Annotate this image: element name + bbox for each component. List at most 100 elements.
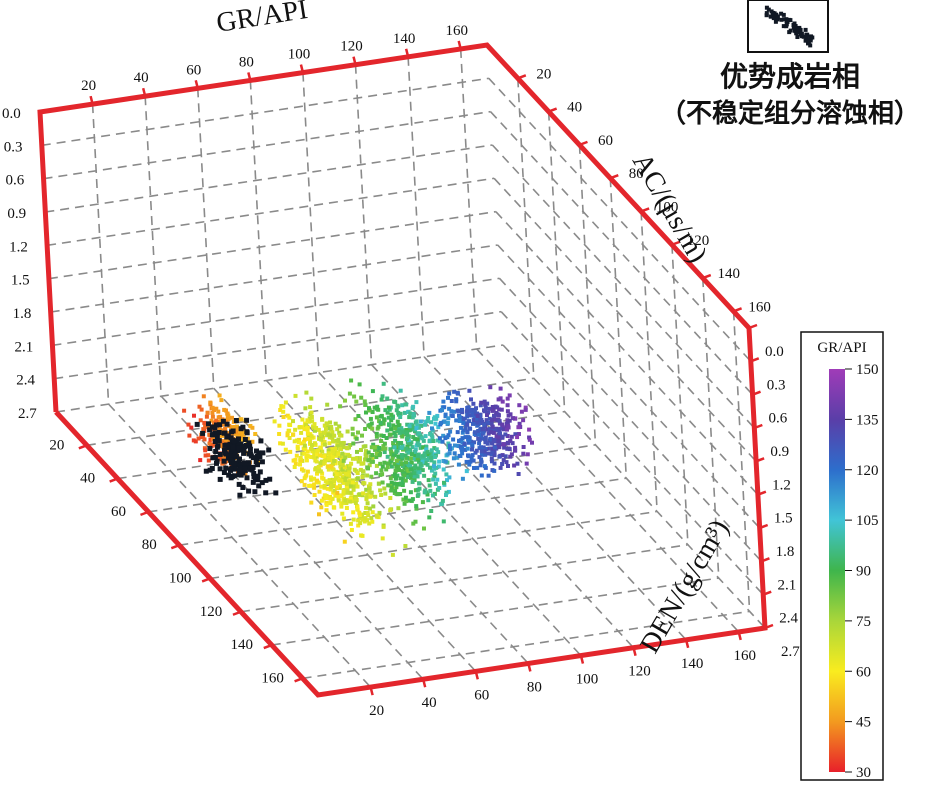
data-point [452,451,457,456]
data-point [494,428,499,433]
legend-swatch-point [791,25,796,30]
data-point [364,496,369,501]
data-point [358,521,363,526]
data-point [318,445,323,450]
highlight-point [230,444,236,450]
highlight-point [250,455,256,461]
data-point [341,500,346,505]
gr-tick-label: 60 [186,62,201,78]
data-point [491,439,496,444]
highlight-point [200,430,206,436]
highlight-point [246,440,252,446]
data-point [490,408,495,413]
data-point [356,518,361,523]
data-point [460,436,465,441]
highlight-point [259,459,265,465]
data-point [506,413,511,418]
data-point [421,438,426,443]
data-point [319,505,324,510]
highlight-point [238,472,244,478]
data-point [490,446,495,451]
data-point [343,455,348,460]
data-point [360,475,365,479]
data-point [464,469,469,474]
data-point [288,449,293,454]
highlight-point [212,425,218,431]
data-point [308,405,313,410]
data-point [512,463,517,468]
data-point [403,544,408,548]
grid-line [497,244,761,529]
data-point [355,449,359,454]
grid-line [502,344,766,629]
grid-line [354,64,373,365]
data-point [330,455,335,460]
data-point [320,471,325,476]
data-point [519,409,524,414]
data-point [398,415,403,419]
highlight-point [247,466,253,472]
data-point [322,442,327,447]
colorbar-tick-label: 120 [856,463,879,479]
data-point [399,445,404,450]
data-point [422,490,427,495]
data-point [511,416,515,421]
data-point [417,481,422,486]
gr-tick-label: 80 [239,54,254,70]
data-point [364,410,368,415]
data-point [470,413,475,418]
data-point [304,473,309,478]
data-point [383,446,388,451]
ac-tick-label: 60 [598,133,613,149]
data-point [408,467,413,472]
grid-line [50,244,498,313]
data-point [407,415,412,420]
tick-mark [404,48,410,58]
data-point [303,423,308,427]
data-point [472,430,477,435]
data-point [331,448,336,453]
data-point [467,438,472,443]
highlight-point [231,438,237,444]
data-point [416,492,421,497]
data-point [326,464,331,469]
tick-mark [632,647,637,657]
data-point [452,389,457,394]
data-point [404,499,409,504]
data-point [339,501,344,506]
data-point [314,454,319,459]
highlight-point [260,450,266,456]
data-point [447,443,452,448]
tick-mark [109,477,119,483]
legend-swatch-point [795,30,800,35]
data-point [503,454,508,459]
data-point [418,462,423,466]
ac-tick-label: 100 [169,570,192,586]
highlight-point [237,492,243,498]
data-point [207,441,212,446]
tick-mark [141,87,147,97]
data-point [198,418,203,423]
data-point [332,478,337,483]
tick-mark [684,639,690,649]
data-point [329,464,334,469]
data-point [433,421,438,426]
data-point [477,438,482,442]
data-point [325,486,330,491]
highlight-point [217,422,223,428]
legend-swatch-point [808,43,813,48]
highlight-point [209,432,215,438]
tick-mark [579,655,585,664]
data-point [341,516,346,521]
data-point [412,456,417,461]
data-point [398,492,403,496]
data-point [332,433,337,438]
data-point [487,406,492,411]
data-point [338,464,343,469]
data-point [347,466,352,471]
data-point [492,413,496,418]
tick-mark [263,643,273,650]
data-point [341,491,346,496]
data-point [502,445,507,450]
legend-swatch-point [805,38,810,43]
